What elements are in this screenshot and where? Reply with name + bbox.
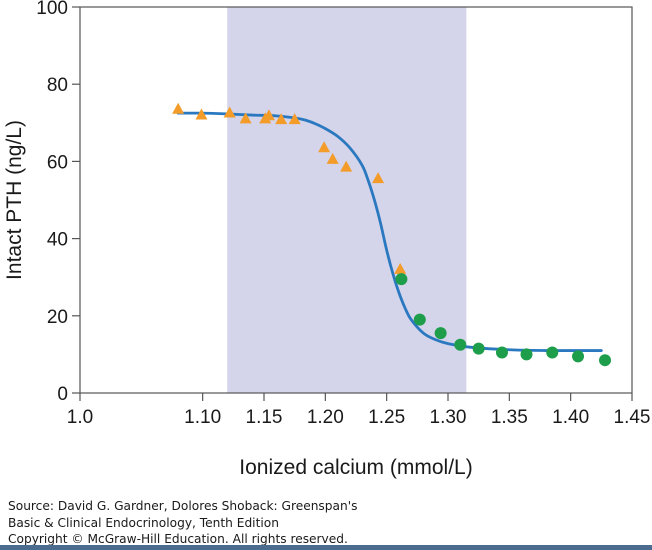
circle-point [454,338,467,351]
triangle-point [318,141,331,153]
triangle-point [275,113,288,125]
y-tick-label: 80 [47,75,68,96]
y-tick-label: 100 [36,0,68,19]
source-credit: Source: David G. Gardner, Dolores Shobac… [8,498,648,548]
normal-range-band [227,7,467,393]
y-tick-label: 40 [47,230,68,251]
plot-frame [79,6,633,394]
circle-point [413,313,426,326]
circle-point [520,348,533,361]
source-line-2: Basic & Clinical Endocrinology, Tenth Ed… [8,515,279,530]
x-tick-label: 1.40 [552,407,589,428]
triangle-point [239,112,252,124]
triangle-point [195,108,208,120]
triangle-point [340,160,353,172]
triangle-point [326,152,339,164]
x-tick-label: 1.0 [67,407,93,428]
source-line-3: Copyright © McGraw-Hill Education. All r… [8,532,348,546]
x-tick-label: 1.10 [184,407,221,428]
x-tick-label: 1.45 [614,407,651,428]
pth-calcium-chart: 1.0 1.10 1.15 1.20 1.25 1.30 1.35 1.40 1.45 0 20 40… [3,0,651,479]
x-axis-title: Ionized calcium (mmol/L) [239,456,472,479]
y-tick-label: 0 [57,384,68,405]
circle-point [572,350,585,363]
y-tick-label: 20 [47,307,68,328]
circle-point [472,342,485,355]
x-tick-label: 1.35 [491,407,528,428]
bottom-border [0,545,652,550]
triangle-point [394,262,407,274]
circle-point [546,346,559,359]
x-tick-label: 1.25 [368,407,405,428]
circle-point [395,273,408,286]
circle-point [599,354,612,367]
triangle-point [172,102,185,114]
x-tick-label: 1.20 [307,407,344,428]
circle-point [495,346,508,359]
x-tick-label: 1.30 [430,407,467,428]
circle-point [434,327,447,340]
x-tick-label: 1.15 [246,407,283,428]
y-tick-label: 60 [47,152,68,173]
triangle-point [288,113,301,125]
source-line-1: Source: David G. Gardner, Dolores Shobac… [8,499,358,513]
triangle-point [262,109,275,121]
y-axis-title: Intact PTH (ng/L) [3,120,26,280]
triangle-point [372,172,385,184]
triangle-point [223,106,236,118]
